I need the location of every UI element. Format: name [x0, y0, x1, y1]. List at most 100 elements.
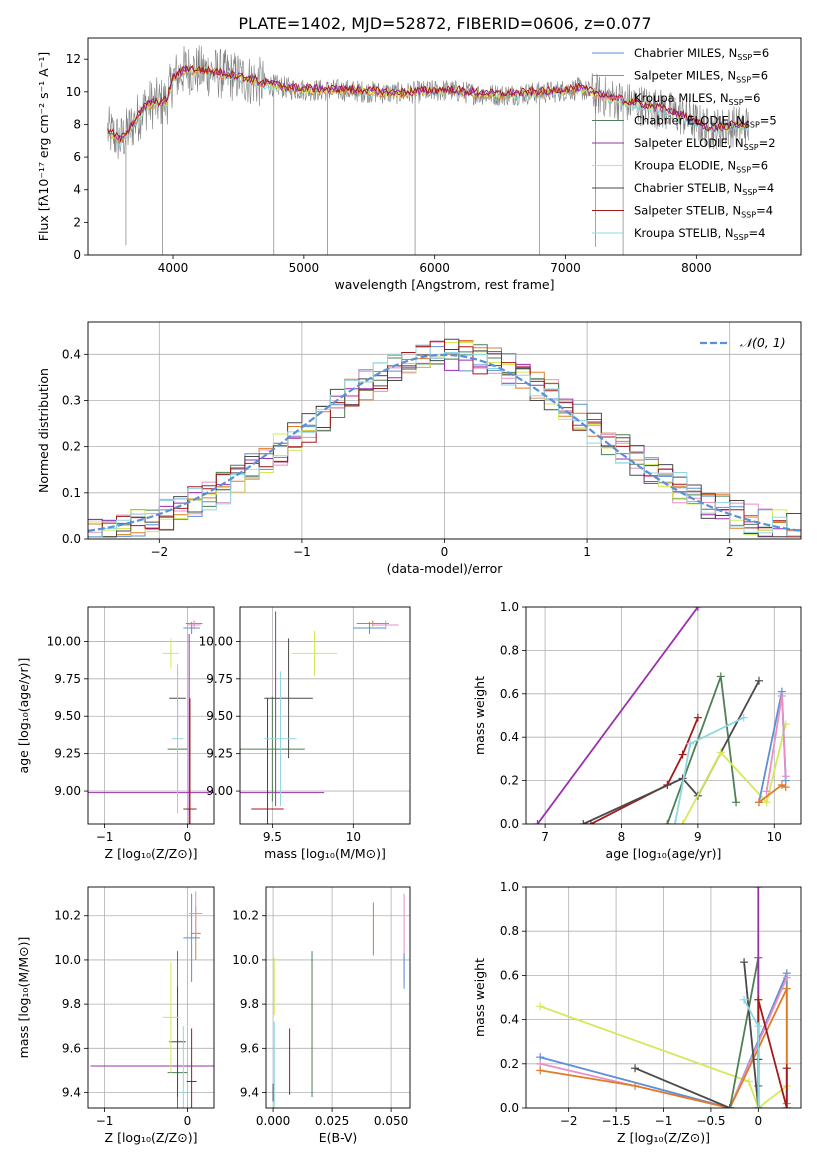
weight-point-marker — [782, 973, 791, 982]
plot-area — [266, 887, 410, 1108]
y-tick-label: 4 — [73, 183, 81, 197]
x-tick-label: 9 — [694, 830, 702, 844]
y-tick-label: 0.4 — [500, 730, 519, 744]
y-tick-label: 0 — [73, 248, 81, 262]
legend-entry: Kroupa STELIB, NSSP=4 — [634, 226, 765, 242]
weight-series-line — [539, 977, 788, 1108]
axes-frame — [87, 886, 215, 1109]
weight-point-marker — [716, 672, 725, 681]
panel-weight-vs-age: 7 8 9 10 0.0 0.2 0.4 0.6 0.8 1.0 age [log₁₀(age/yr… — [472, 600, 802, 861]
axes-frame — [265, 886, 411, 1109]
x-tick-label: 10 — [346, 830, 361, 844]
y-tick-label: 10.0 — [54, 953, 81, 967]
weight-point-marker — [686, 739, 695, 748]
normal-curve — [88, 353, 801, 532]
axes: 4000 5000 6000 7000 8000 0 2 4 6 8 10 12 wavelength … — [36, 52, 712, 292]
x-tick-label: 7000 — [550, 261, 581, 275]
y-tick-label: 9.75 — [54, 672, 81, 686]
x-tick-label: 5000 — [289, 261, 320, 275]
panel-age-vs-z: −1 0 9.00 9.25 9.50 9.75 10.00 Z [log₁₀(Z/Z⊙)] a… — [16, 606, 215, 861]
axes: 9.5 10 9.00 9.25 9.50 9.75 10.00 mass [log₁₀(M/… — [199, 634, 386, 861]
x-tick-label: −2 — [150, 545, 168, 559]
plot-area — [107, 45, 750, 255]
x-tick-label: −1 — [655, 1114, 673, 1128]
plot-area — [88, 322, 801, 539]
panel-mass-vs-z: −1 0 9.4 9.6 9.8 10.0 10.2 Z [log₁₀(Z/Z⊙)] mass … — [16, 886, 215, 1145]
panel-weight-vs-z: −2 −1.5 −1 −0.5 0 0.0 0.2 0.4 0.6 0.8 1.0 Z [log₁₀(… — [472, 880, 802, 1145]
x-tick-label: −1 — [293, 545, 311, 559]
y-tick-label: 0.0 — [500, 1101, 519, 1115]
y-tick-label: 9.00 — [206, 784, 233, 798]
weight-point-marker — [536, 1066, 545, 1075]
weight-point-marker — [740, 995, 749, 1004]
weight-point-marker — [754, 676, 763, 685]
weight-series-line — [757, 999, 788, 1108]
x-tick-label: 0 — [755, 1114, 763, 1128]
y-tick-label: 0.0 — [500, 817, 519, 831]
weight-point-marker — [754, 798, 763, 807]
errorbar-point — [171, 663, 184, 814]
legend-entry: Chabrier STELIB, NSSP=4 — [634, 181, 774, 197]
y-tick-label: 9.8 — [240, 997, 259, 1011]
x-tick-label: −1 — [96, 1114, 114, 1128]
x-tick-label: −1 — [96, 830, 114, 844]
errorbar-point — [356, 620, 389, 627]
errorbar-point — [372, 620, 399, 630]
axes-frame — [87, 37, 802, 256]
errorbar-point — [240, 696, 305, 802]
y-tick-label: 12 — [66, 52, 81, 66]
y-tick-label: 9.4 — [240, 1086, 259, 1100]
weight-series-line — [540, 988, 788, 1108]
weight-point-marker — [781, 783, 790, 792]
spectrum-legend: Chabrier MILES, NSSP=6 Salpeter MILES, NS… — [592, 46, 777, 242]
y-tick-label: 0.4 — [500, 1013, 519, 1027]
errorbar-point — [251, 698, 284, 824]
legend-entry: Chabrier MILES, NSSP=6 — [634, 46, 769, 62]
y-tick-label: 0.2 — [500, 1057, 519, 1071]
errorbar-point — [187, 620, 201, 630]
weight-point-marker — [631, 1064, 640, 1073]
x-tick-label: 0.050 — [374, 1114, 408, 1128]
legend-entry: Kroupa MILES, NSSP=6 — [634, 91, 760, 107]
y-tick-label: 0.0 — [62, 532, 81, 546]
plot-area — [88, 887, 214, 1108]
weight-point-marker — [777, 691, 786, 700]
plot-area — [240, 607, 410, 824]
axes-frame — [239, 606, 411, 825]
y-tick-label: 0.2 — [62, 440, 81, 454]
axes: 7 8 9 10 0.0 0.2 0.4 0.6 0.8 1.0 age [log₁₀(age/yr… — [472, 600, 782, 861]
x-axis-label: Z [log₁₀(Z/Z⊙)] — [105, 1130, 198, 1145]
weight-series-line — [681, 723, 787, 824]
errorbar-point — [180, 1026, 186, 1108]
weight-series-line — [634, 1067, 731, 1108]
y-tick-label: 0.3 — [62, 393, 81, 407]
y-tick-label: 10.00 — [199, 634, 233, 648]
axes: −2 −1 0 1 2 0.0 0.1 0.2 0.3 0.4 (data-model)/error… — [36, 347, 734, 576]
weight-point-marker — [782, 984, 791, 993]
x-tick-label: −2 — [560, 1114, 578, 1128]
x-tick-label: 1 — [583, 545, 591, 559]
y-axis-label: Normed distribution — [36, 368, 51, 493]
y-tick-label: 1.0 — [500, 880, 519, 894]
x-tick-label: 0 — [184, 1114, 192, 1128]
y-axis-label: mass weight — [472, 676, 487, 755]
residual-histogram — [88, 340, 801, 538]
axes: −1 0 9.4 9.6 9.8 10.0 10.2 Z [log₁₀(Z/Z⊙)] mass … — [16, 909, 197, 1145]
x-axis-label: mass [log₁₀(M/M⊙)] — [264, 846, 386, 861]
plot-area — [526, 887, 801, 1108]
y-tick-label: 8 — [73, 117, 81, 131]
weight-point-marker — [693, 607, 702, 611]
x-axis-label: Z [log₁₀(Z/Z⊙)] — [617, 1130, 710, 1145]
weight-series-line — [765, 695, 787, 792]
weight-point-marker — [754, 1104, 763, 1108]
weight-point-marker — [762, 798, 771, 807]
weight-point-marker — [782, 1064, 791, 1073]
weight-series-line — [590, 717, 699, 824]
legend-entry: Kroupa ELODIE, NSSP=6 — [634, 159, 768, 175]
x-tick-label: 9.5 — [263, 830, 282, 844]
y-axis-label: mass [log₁₀(M/M⊙)] — [16, 937, 31, 1059]
panel-residuals: −2 −1 0 1 2 0.0 0.1 0.2 0.3 0.4 (data-model)/error… — [36, 321, 802, 576]
legend-entry: 𝒩(0, 1) — [740, 335, 786, 350]
y-axis-label: age [log₁₀(age/yr)] — [16, 658, 31, 774]
errorbar-point — [186, 1028, 197, 1108]
